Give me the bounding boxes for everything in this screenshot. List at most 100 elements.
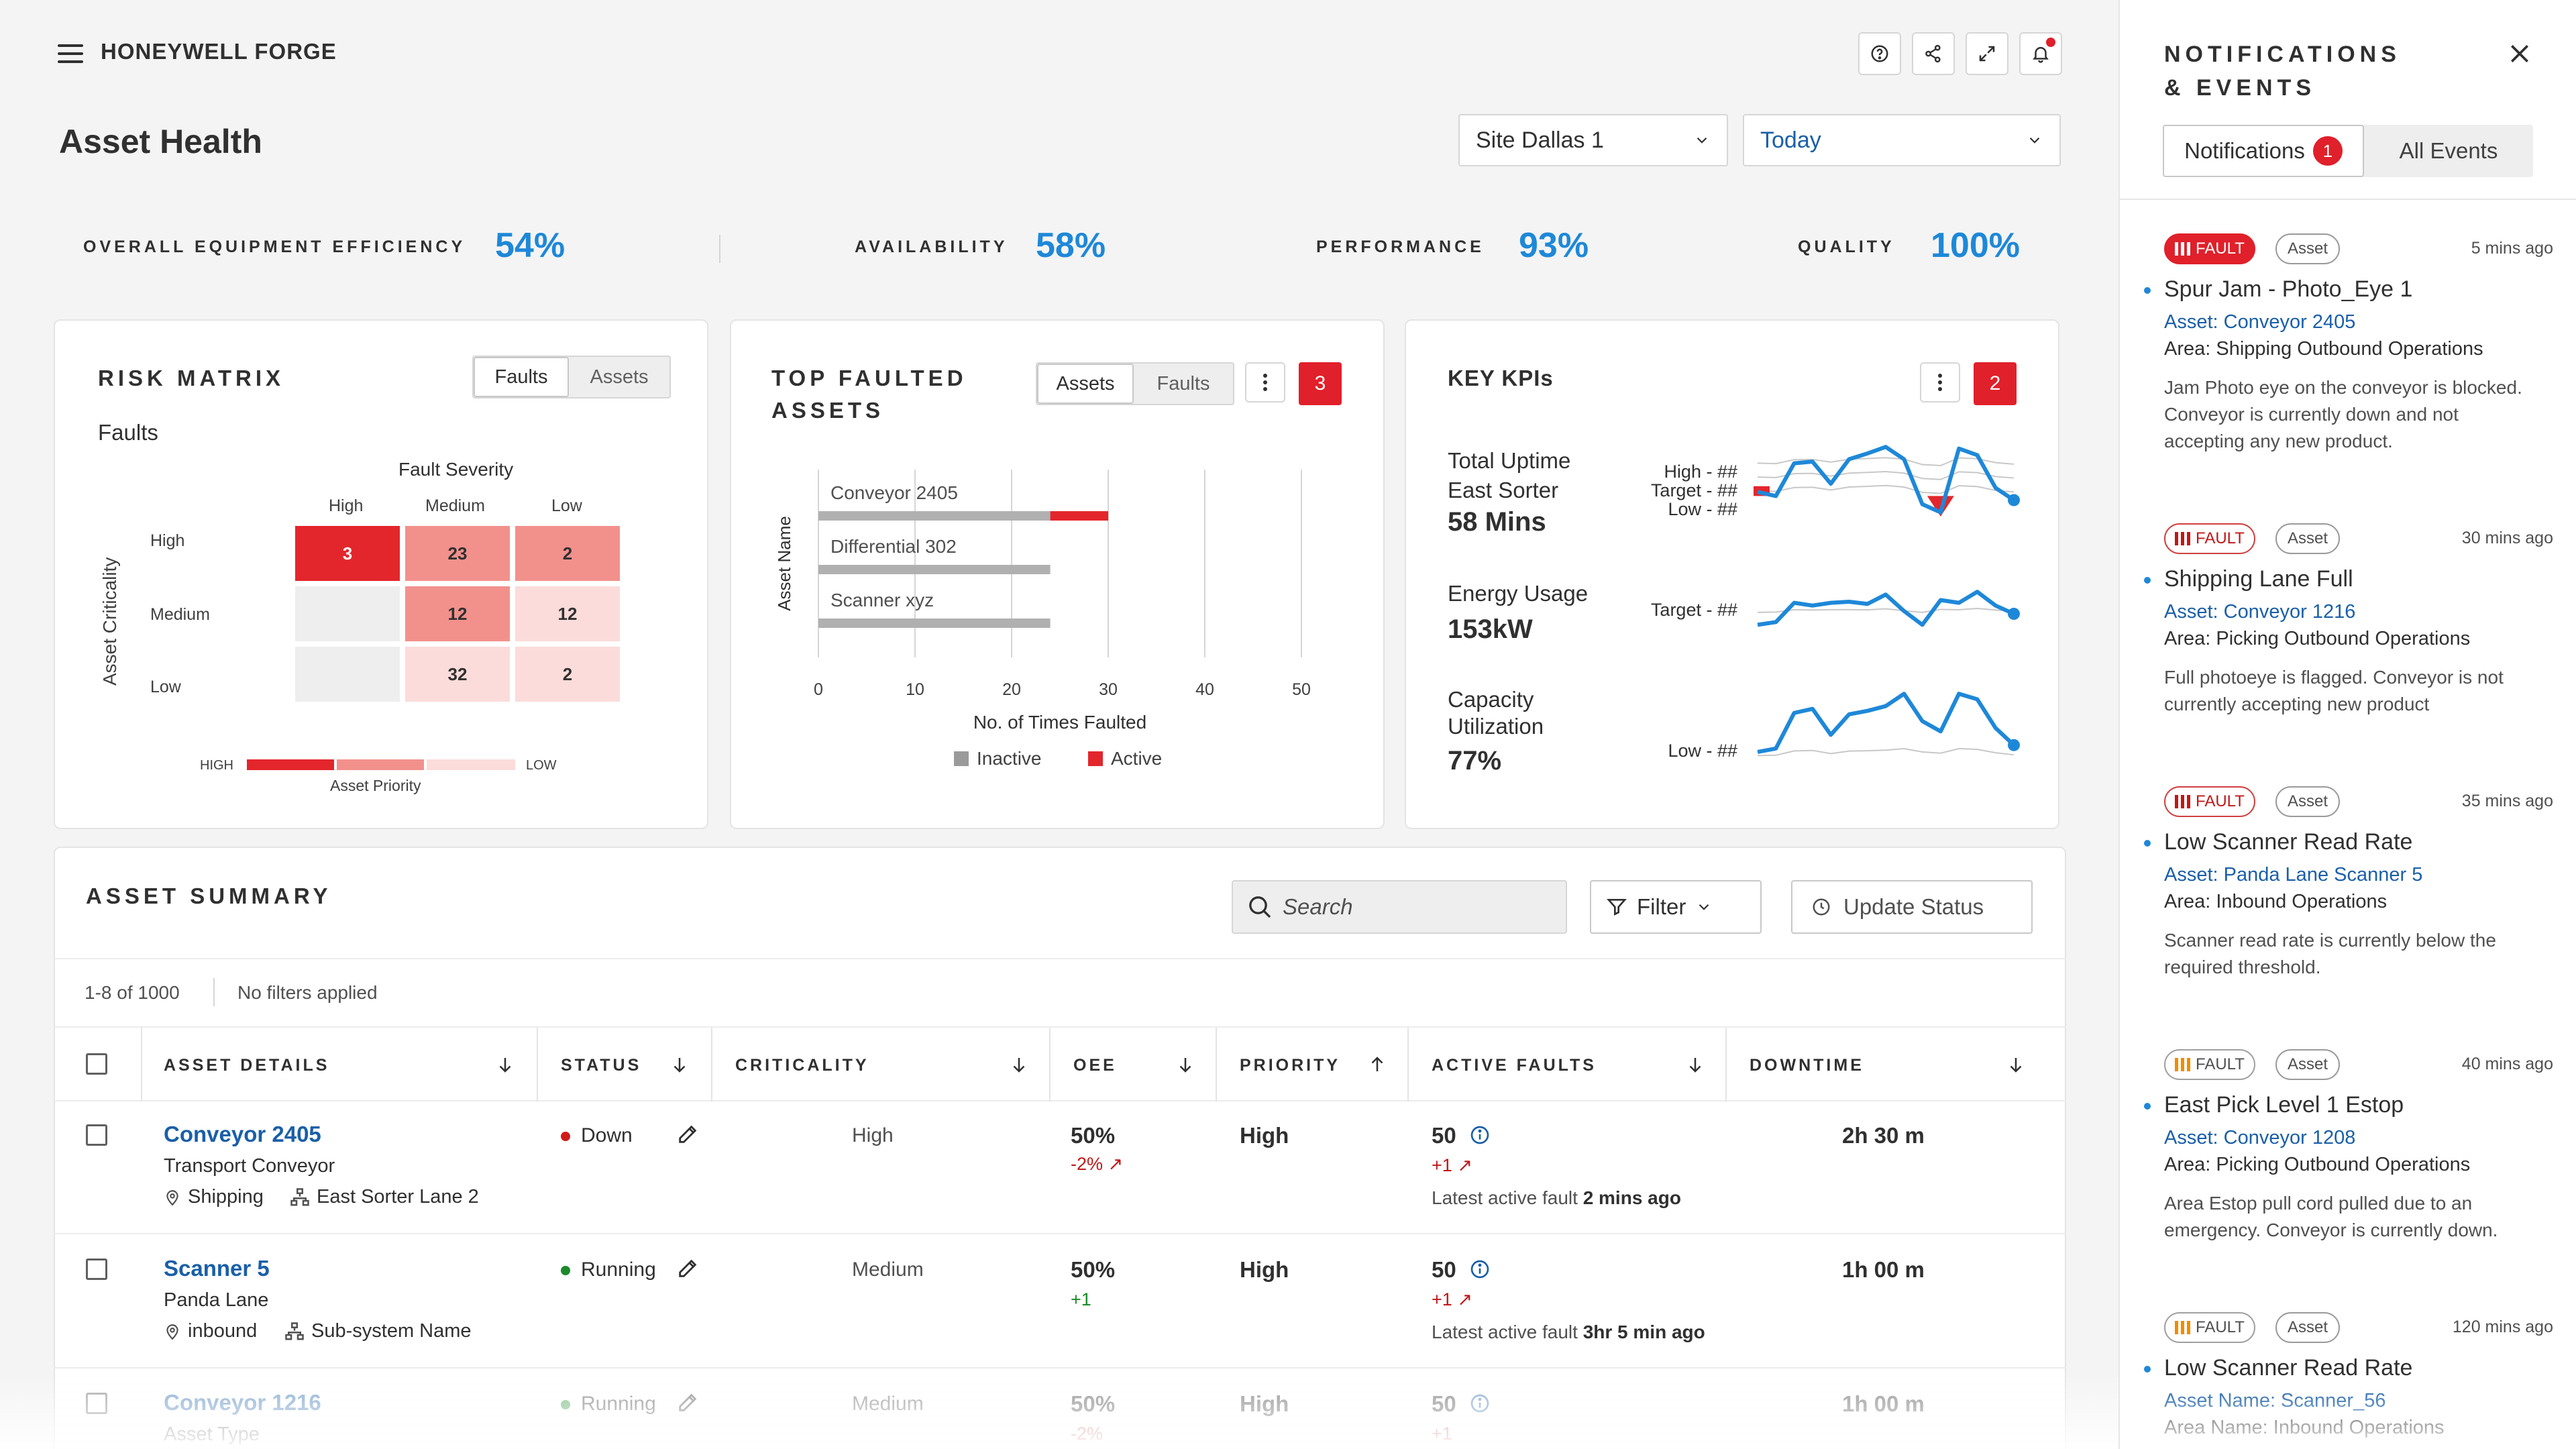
asset-name-link[interactable]: Scanner 5 xyxy=(164,1256,270,1281)
bar-inactive[interactable] xyxy=(818,619,1051,628)
notifications-count-badge: 1 xyxy=(2312,136,2343,166)
more-options-icon[interactable] xyxy=(1245,362,1285,402)
bar-inactive[interactable] xyxy=(818,565,1051,574)
more-options-icon[interactable] xyxy=(1920,362,1960,402)
asset-type: Transport Conveyor xyxy=(164,1155,335,1177)
menu-icon[interactable] xyxy=(58,44,83,63)
kpi-ref-label: Target - ## xyxy=(1650,480,1737,500)
count-badge[interactable]: 2 xyxy=(1974,362,2017,405)
tab-notifications[interactable]: Notifications 1 xyxy=(2163,125,2364,177)
result-count: 1-8 of 1000 xyxy=(85,982,180,1003)
risk-cell[interactable]: 2 xyxy=(515,526,620,581)
risk-cell[interactable]: 2 xyxy=(515,647,620,702)
sort-down-icon[interactable] xyxy=(1175,1055,1195,1075)
asset-name-link[interactable]: Conveyor 2405 xyxy=(164,1122,321,1146)
event-asset-link[interactable]: Asset: Conveyor 1208 xyxy=(2164,1127,2356,1148)
event-asset-link[interactable]: Asset: Conveyor 1216 xyxy=(2164,601,2356,623)
event-asset-link[interactable]: Asset Name: Scanner_56 xyxy=(2164,1390,2386,1411)
info-icon[interactable] xyxy=(1469,1393,1491,1414)
column-oee[interactable]: OEE xyxy=(1073,1056,1117,1075)
column-downtime[interactable]: DOWNTIME xyxy=(1750,1056,1864,1075)
row-checkbox[interactable] xyxy=(86,1124,107,1146)
info-icon[interactable] xyxy=(1469,1124,1491,1146)
asset-summary-title: ASSET SUMMARY xyxy=(86,883,332,908)
select-all-checkbox[interactable] xyxy=(86,1053,107,1075)
share-icon[interactable] xyxy=(1912,32,1955,75)
event-asset-link[interactable]: Asset: Conveyor 2405 xyxy=(2164,311,2356,333)
fault-badge-label: FAULT xyxy=(2196,792,2245,810)
close-icon[interactable] xyxy=(2506,40,2533,67)
sort-down-icon[interactable] xyxy=(1009,1055,1029,1075)
info-icon[interactable] xyxy=(1469,1258,1491,1280)
tab-all-events[interactable]: All Events xyxy=(2399,138,2498,163)
sort-down-icon[interactable] xyxy=(495,1055,515,1075)
fault-badge: FAULT xyxy=(2164,233,2255,264)
faults-delta: +1 ↗ xyxy=(1432,1155,1472,1176)
date-select[interactable]: Today xyxy=(1743,114,2061,166)
toggle-assets[interactable]: Assets xyxy=(590,366,649,388)
column-criticality[interactable]: CRITICALITY xyxy=(735,1056,869,1075)
sort-down-icon[interactable] xyxy=(669,1055,690,1075)
sort-down-icon[interactable] xyxy=(1685,1055,1705,1075)
kpi-availability-value: 58% xyxy=(1036,226,1106,265)
risk-matrix-toggle: Faults Assets xyxy=(472,356,671,398)
risk-cell[interactable] xyxy=(295,647,400,702)
kpi-performance-value: 93% xyxy=(1519,226,1589,265)
severity-medium-label: Medium xyxy=(425,496,485,515)
edit-icon[interactable] xyxy=(676,1257,699,1280)
column-status[interactable]: STATUS xyxy=(561,1056,642,1075)
risk-cell[interactable]: 12 xyxy=(405,586,510,641)
risk-cell[interactable] xyxy=(295,586,400,641)
event-description: Area Estop pull cord pulled due to an em… xyxy=(2164,1193,2498,1240)
faults-delta: +1 ↗ xyxy=(1432,1289,1472,1310)
asset-location: inbound xyxy=(188,1320,258,1342)
oee-value: 50% xyxy=(1071,1123,1116,1148)
kpi-uptime-value: 58 Mins xyxy=(1448,507,1546,537)
risk-matrix-title: RISK MATRIX xyxy=(98,366,285,390)
column-divider xyxy=(1049,1028,1051,1102)
filter-icon xyxy=(1607,899,1627,916)
bell-icon[interactable] xyxy=(2019,32,2062,75)
category-label: Scanner xyz xyxy=(830,590,934,610)
expand-icon[interactable] xyxy=(1966,32,2008,75)
toggle-faults[interactable]: Faults xyxy=(1157,372,1210,394)
count-badge[interactable]: 3 xyxy=(1299,362,1342,405)
toggle-assets[interactable]: Assets xyxy=(1037,364,1134,404)
event-asset-link[interactable]: Asset: Panda Lane Scanner 5 xyxy=(2164,864,2423,885)
kpi-performance-label: PERFORMANCE xyxy=(1316,237,1485,256)
asset-name-link[interactable]: Conveyor 1216 xyxy=(164,1390,321,1415)
sort-down-icon[interactable] xyxy=(2006,1055,2026,1075)
oee-value: 50% xyxy=(1071,1257,1116,1282)
latest-fault-time: 2 mins ago xyxy=(1582,1187,1681,1208)
bar-active[interactable] xyxy=(1050,511,1108,521)
edit-icon[interactable] xyxy=(676,1123,699,1146)
sort-up-icon[interactable] xyxy=(1367,1055,1387,1075)
update-status-button[interactable]: Update Status xyxy=(1791,880,2033,934)
risk-cell[interactable]: 3 xyxy=(295,526,400,581)
risk-cell[interactable]: 32 xyxy=(405,647,510,702)
reference-line xyxy=(1757,484,2015,494)
divider xyxy=(54,1100,2066,1102)
event-description: Full photoeye is flagged. Conveyor is no… xyxy=(2164,667,2504,714)
status-text: Running xyxy=(581,1258,656,1281)
search-input[interactable]: Search xyxy=(1232,880,1567,934)
faults-value: 50 xyxy=(1432,1391,1456,1416)
risk-cell[interactable]: 23 xyxy=(405,526,510,581)
row-checkbox[interactable] xyxy=(86,1258,107,1280)
help-icon[interactable] xyxy=(1858,32,1901,75)
filter-button[interactable]: Filter xyxy=(1590,880,1762,934)
faults-value: 50 xyxy=(1432,1257,1456,1282)
asset-subsystem: Sub-system Name xyxy=(311,1320,472,1342)
bar-inactive[interactable] xyxy=(818,511,1051,521)
toggle-faults[interactable]: Faults xyxy=(474,357,569,397)
column-active-faults[interactable]: ACTIVE FAULTS xyxy=(1432,1056,1597,1075)
column-divider xyxy=(1216,1028,1217,1102)
sparkline-endpoint xyxy=(2008,608,2020,620)
column-asset-details[interactable]: ASSET DETAILS xyxy=(164,1056,330,1075)
edit-icon[interactable] xyxy=(676,1391,699,1414)
site-select[interactable]: Site Dallas 1 xyxy=(1458,114,1728,166)
asset-type: Panda Lane xyxy=(164,1289,269,1311)
risk-cell[interactable]: 12 xyxy=(515,586,620,641)
column-priority[interactable]: PRIORITY xyxy=(1240,1056,1341,1075)
row-checkbox[interactable] xyxy=(86,1393,107,1414)
